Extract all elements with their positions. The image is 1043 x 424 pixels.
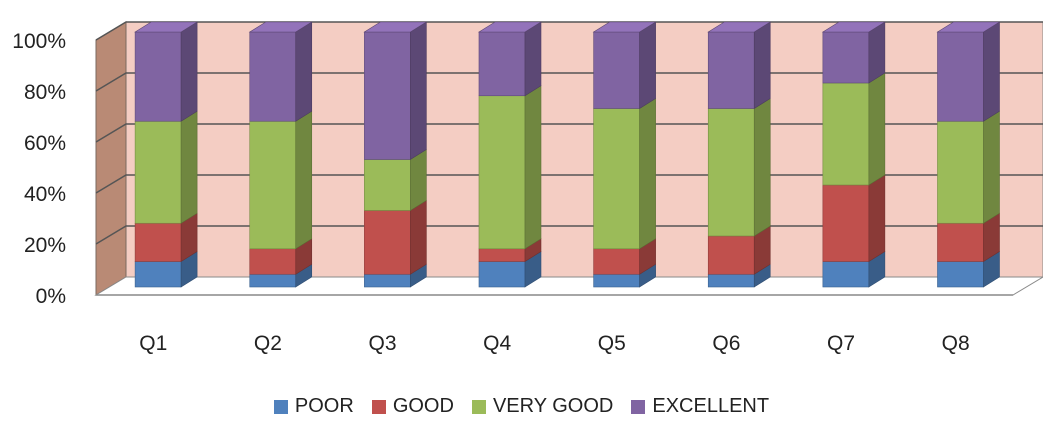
bar-segment [822,184,870,262]
bar-segment [249,120,297,250]
x-tick-label: Q2 [254,332,282,355]
bar-top [592,21,657,33]
legend-item-very-good: VERY GOOD [471,395,614,418]
legend: POOR GOOD VERY GOOD EXCELLENT [0,395,1043,418]
bar-segment-side [868,72,886,186]
bar-segment [593,108,640,250]
bar-segment [249,31,297,122]
y-tick-label: 100% [12,30,66,53]
x-tick-label: Q5 [598,332,626,355]
bar-segment [937,31,984,122]
bar-segment-side [753,21,771,110]
bar-segment [707,273,755,288]
bar-segment-side [524,21,542,97]
bar-segment [364,31,411,160]
bar-segment-side [180,21,198,122]
x-tick-label: Q6 [712,332,740,355]
bar-segment-side [753,97,771,237]
bar-segment-side [410,148,427,212]
legend-swatch-very-good [471,399,486,414]
legend-label-poor: POOR [294,395,354,417]
bar-segment-side [983,110,1000,224]
y-tick-label: 20% [24,234,66,257]
legend-item-good: GOOD [371,395,454,418]
bar-segment [593,31,640,109]
bar-segment [937,261,984,288]
bar-segment-side [180,110,198,224]
bar-segment [478,248,526,262]
stacked-bar-chart: 0% 20% 40% 60% 80% 100% Q1 Q2 Q3 Q4 Q5 Q6 Q7 Q8 [12,21,1043,355]
legend-swatch-excellent [631,399,646,414]
x-tick-label: Q7 [827,332,855,355]
bar-segment [707,108,755,237]
bar-segment-side [639,97,656,250]
bar-segment-side [868,21,886,84]
floor [94,276,1043,296]
bar-segment [593,273,640,288]
bar-segment-side [295,21,313,122]
bar-segment-side [295,110,313,250]
bar-top [477,21,543,33]
bar-segment [364,273,411,288]
bar-segment [134,222,182,262]
bar-segment [822,82,870,186]
x-tick-label: Q8 [942,332,970,355]
bar-top [707,21,772,33]
bar-segment [478,261,526,288]
bar-segment [249,248,297,275]
bar-segment [707,31,755,109]
bar-segment [478,31,526,97]
y-tick-label: 0% [36,285,66,308]
bar-segment [937,120,984,224]
bar-top [248,21,313,33]
legend-label-good: GOOD [392,395,454,417]
bar-top [936,21,1001,33]
bar-segment-side [868,174,886,263]
bar-top [363,21,428,33]
bar-segment [134,31,182,122]
bar-top [821,21,886,33]
bar-segment [937,222,984,262]
bar-segment [134,261,182,288]
bar-segment [478,95,526,250]
bar-top [134,21,199,33]
bar-segment [707,235,755,275]
legend-item-excellent: EXCELLENT [631,395,769,418]
bar-segment [822,261,870,288]
bar-segment-side [410,199,427,275]
legend-swatch-poor [273,399,288,414]
bar-segment [364,159,411,211]
bar-segment [822,31,870,84]
bar-segment-side [524,85,542,250]
y-tick-label: 60% [24,132,66,155]
y-tick-label: 80% [24,81,66,104]
y-tick-label: 40% [24,183,66,206]
legend-label-excellent: EXCELLENT [652,395,770,417]
bar-segment [593,248,640,275]
bar-segment-side [983,21,1000,122]
x-tick-label: Q1 [139,332,167,355]
bar-segment [134,120,182,224]
bar-segment-side [639,21,656,110]
legend-item-poor: POOR [273,395,354,418]
x-tick-label: Q4 [483,332,511,355]
bar-segment-side [410,21,427,161]
x-tick-label: Q3 [369,332,397,355]
bar-segment [364,210,411,275]
legend-label-very-good: VERY GOOD [492,395,614,417]
bar-segment [249,273,297,288]
side-wall [95,21,127,296]
legend-swatch-good [371,399,386,414]
